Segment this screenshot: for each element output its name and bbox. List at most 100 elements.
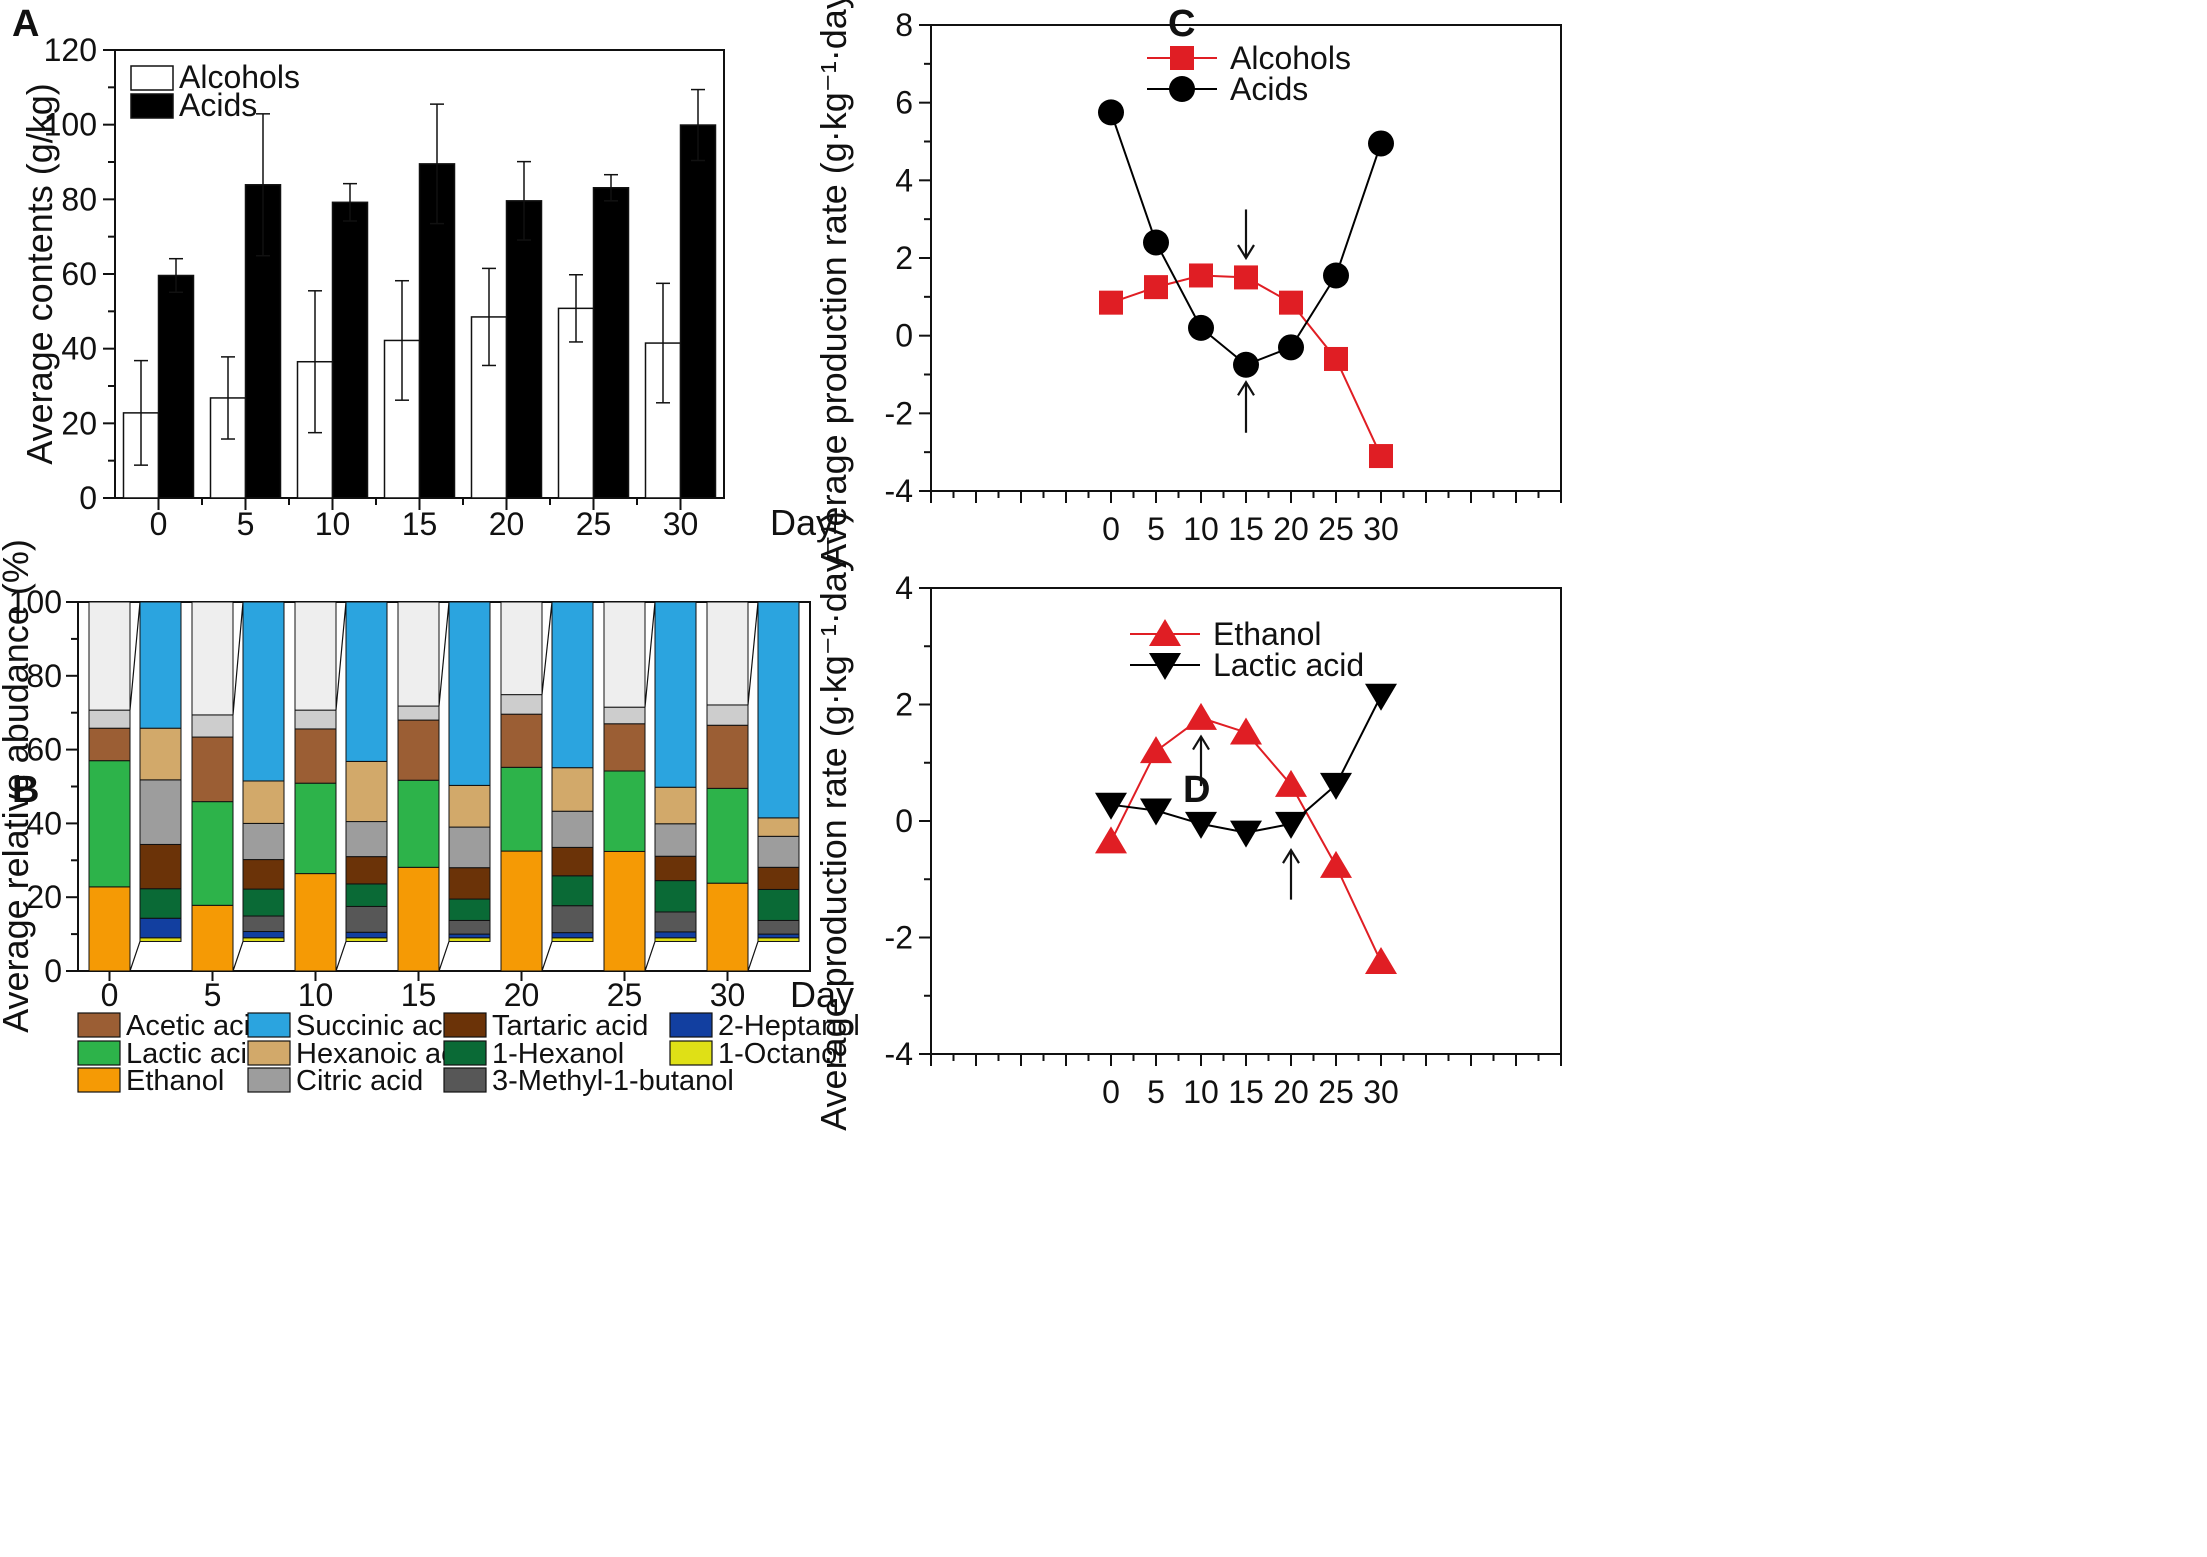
stack-segment-lactic	[603, 770, 646, 852]
x-tick-label: 15	[1228, 511, 1264, 547]
x-tick-label: 20	[1273, 511, 1309, 547]
stack-segment-heptanol	[139, 917, 182, 939]
legend-marker-triangle-up	[1149, 619, 1181, 646]
y-tick-label: 40	[61, 331, 97, 367]
connector-line	[747, 941, 759, 972]
data-point-square	[1234, 265, 1258, 290]
stack-segment-hexanoic	[551, 767, 594, 812]
connector-line	[644, 601, 656, 708]
legend-label: Acetic acid	[126, 1010, 266, 1042]
legend-label: 3-Methyl-1-butanol	[492, 1065, 734, 1097]
data-point-triangle-up	[1275, 769, 1307, 797]
stack-segment-other	[88, 601, 131, 711]
y-tick-label: -2	[885, 395, 913, 431]
legend-swatch-heptanol	[669, 1012, 713, 1038]
y-tick-label: 0	[79, 480, 97, 516]
stack-segment-methylbutanol	[448, 919, 491, 935]
data-point-triangle-down	[1095, 792, 1127, 820]
x-tick-label: 25	[576, 506, 612, 542]
stack-segment-octanol	[448, 937, 491, 942]
stack-segment-ethanol	[500, 850, 543, 972]
stack-segment-lightgray	[397, 705, 440, 721]
legend-label: Tartaric acid	[492, 1010, 648, 1042]
data-point-square	[1189, 263, 1213, 288]
data-point-circle	[1143, 229, 1169, 256]
stack-segment-acetic	[88, 727, 131, 762]
panel-b-stacked-bar-chart: 0 20 40 60 80 100 0 5 10 15 20 25 30 Day Average relat…	[0, 539, 860, 1097]
stack-segment-tartaric	[448, 867, 491, 900]
stack-segment-succinic	[551, 601, 594, 769]
y-tick-label: 80	[61, 181, 97, 217]
connector-line	[541, 941, 553, 972]
stack-segment-ethanol	[397, 866, 440, 972]
stack-segment-tartaric	[345, 856, 388, 885]
stack-segment-lightgray	[88, 709, 131, 729]
legend-swatch-ethanol	[77, 1067, 121, 1093]
x-tick-label: 15	[402, 506, 438, 542]
connector-line	[129, 941, 141, 972]
y-axis-label: Average production rate (g·kg⁻¹·day⁻¹)	[813, 0, 854, 568]
data-point-square	[1144, 275, 1168, 300]
stack-segment-tartaric	[551, 846, 594, 877]
y-tick-label: 2	[895, 687, 913, 723]
stack-segment-citric	[757, 835, 800, 868]
legend-marker-circle	[1169, 76, 1195, 102]
connector-line	[232, 601, 244, 715]
bar-acids	[679, 124, 717, 499]
y-tick-label: 0	[895, 803, 913, 839]
stack-segment-lactic	[397, 779, 440, 868]
y-tick-label: 100	[44, 107, 97, 143]
stack-segment-acetic	[397, 719, 440, 781]
x-tick-label: 5	[204, 977, 222, 1013]
stack-segment-hexanoic	[242, 780, 285, 824]
connector-line	[232, 941, 244, 972]
stack-segment-tartaric	[139, 843, 182, 890]
x-tick-label: 20	[504, 977, 540, 1013]
stack-segment-acetic	[603, 723, 646, 772]
y-axis-label: Average contents (g/kg)	[19, 83, 60, 465]
stack-segment-tartaric	[757, 866, 800, 890]
y-tick-label: 60	[61, 256, 97, 292]
bar-acids	[331, 201, 369, 499]
stack-segment-other	[397, 601, 440, 707]
stack-segment-acetic	[706, 724, 749, 789]
connector-line	[541, 601, 553, 695]
data-point-circle	[1323, 262, 1349, 289]
stack-segment-hexanoic	[448, 784, 491, 828]
y-tick-label: 20	[26, 879, 62, 915]
legend-label: Ethanol	[126, 1065, 224, 1097]
y-tick-label: -2	[885, 920, 913, 956]
legend-label: Alcohols	[1230, 40, 1351, 76]
x-axis-label: Day	[790, 974, 854, 1015]
legend-marker-square	[1170, 46, 1194, 70]
x-tick-label: 0	[1102, 511, 1120, 547]
stack-segment-hexanoic	[139, 727, 182, 781]
stack-segment-hexanoic	[654, 786, 697, 825]
stack-segment-heptanol	[654, 931, 697, 939]
bar-acids	[592, 187, 630, 499]
stack-segment-succinic	[757, 601, 800, 819]
stack-segment-hexanol	[345, 883, 388, 907]
stack-segment-citric	[345, 821, 388, 858]
data-point-triangle-up	[1095, 826, 1127, 854]
legend-label: Succinic acid	[296, 1010, 465, 1042]
x-tick-label: 0	[101, 977, 119, 1013]
x-tick-label: 10	[1183, 511, 1219, 547]
stack-segment-citric	[242, 822, 285, 861]
legend-swatch-succinic	[247, 1012, 291, 1038]
stack-segment-ethanol	[191, 904, 234, 972]
stack-segment-acetic	[191, 736, 234, 803]
stack-segment-methylbutanol	[757, 919, 800, 935]
x-axis-label: Day	[770, 502, 834, 543]
data-point-circle	[1278, 334, 1304, 361]
x-tick-label: 5	[1147, 1074, 1165, 1110]
y-tick-label: 4	[895, 162, 913, 198]
legend-label-alcohols: Alcohols	[179, 59, 300, 95]
data-point-triangle-up	[1140, 736, 1172, 764]
stack-segment-heptanol	[448, 933, 491, 939]
arrow-head	[1237, 380, 1255, 396]
stack-segment-succinic	[448, 601, 491, 786]
stack-segment-lactic	[191, 801, 234, 906]
legend-swatch-citric	[247, 1067, 291, 1093]
